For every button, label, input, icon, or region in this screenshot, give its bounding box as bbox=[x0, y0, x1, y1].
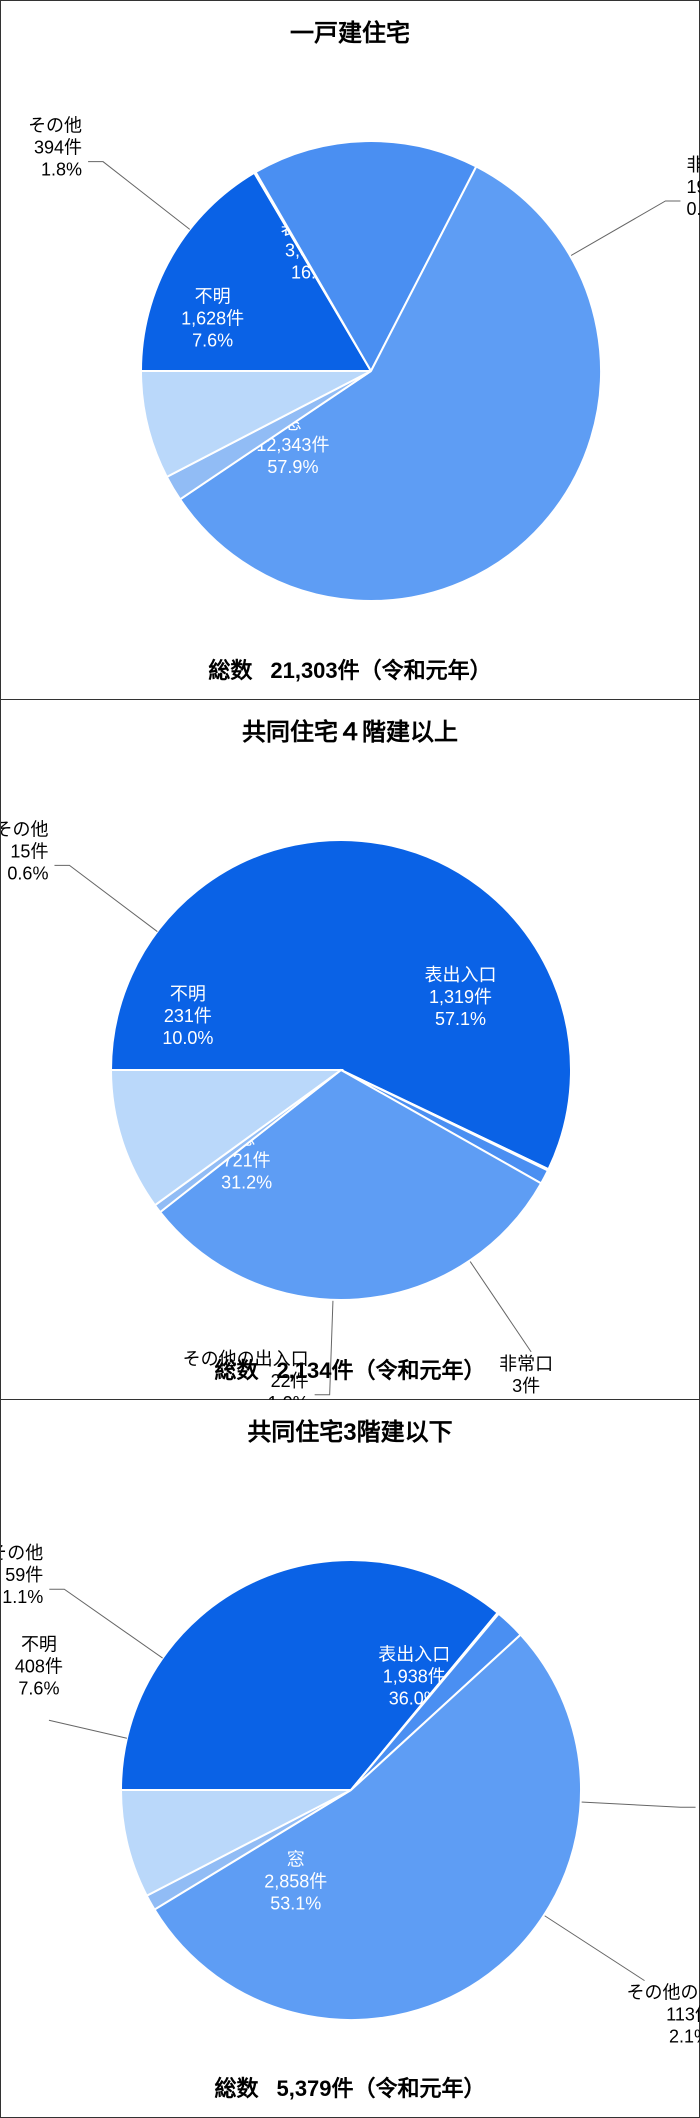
slice-outer-label: 非常口19件0.1% bbox=[686, 155, 700, 219]
chart-panel: 共同住宅3階建以下表出入口1,938件36.0%非常口3件0.1%その他の出入口… bbox=[0, 1400, 700, 2118]
chart-total: 総数2,134件（令和元年） bbox=[1, 1353, 699, 1385]
leader-line bbox=[570, 201, 680, 256]
leader-line bbox=[88, 162, 190, 230]
slice-outer-label: その他59件1.1% bbox=[1, 1543, 43, 1607]
chart-panel: 共同住宅４階建以上表出入口1,319件57.1%非常口3件0.1%その他の出入口… bbox=[0, 700, 700, 1400]
slice-label: 表出入口1,319件57.1% bbox=[425, 965, 497, 1029]
chart-panel: 一戸建住宅表出入口3,524件16.5%非常口19件0.1%その他の出入口3,3… bbox=[0, 0, 700, 700]
slice-outer-label: その他の出入口113件2.1% bbox=[627, 1983, 700, 2047]
pie-chart: 表出入口1,319件57.1%非常口3件0.1%その他の出入口22件1.0%窓7… bbox=[1, 700, 700, 1400]
slice-outer-label: その他394件1.8% bbox=[28, 116, 82, 180]
leader-line bbox=[54, 865, 157, 931]
leader-line bbox=[470, 1261, 532, 1352]
leader-line bbox=[49, 1589, 162, 1658]
chart-title: 共同住宅４階建以上 bbox=[1, 712, 699, 747]
chart-title: 一戸建住宅 bbox=[1, 13, 699, 48]
leader-line bbox=[544, 1915, 645, 1980]
chart-total: 総数5,379件（令和元年） bbox=[1, 2071, 699, 2103]
page: 一戸建住宅表出入口3,524件16.5%非常口19件0.1%その他の出入口3,3… bbox=[0, 0, 700, 2118]
slice-outer-label: その他15件0.6% bbox=[1, 819, 48, 883]
leader-line bbox=[49, 1720, 127, 1738]
slice-outer-label: 不明408件7.6% bbox=[15, 1634, 63, 1698]
chart-title: 共同住宅3階建以下 bbox=[1, 1412, 699, 1447]
pie-chart: 表出入口1,938件36.0%非常口3件0.1%その他の出入口113件2.1%窓… bbox=[1, 1400, 700, 2118]
pie-chart: 表出入口3,524件16.5%非常口19件0.1%その他の出入口3,395件15… bbox=[1, 1, 700, 701]
leader-line bbox=[581, 1802, 696, 1807]
chart-total: 総数21,303件（令和元年） bbox=[1, 653, 699, 685]
slice-label: 不明231件10.0% bbox=[162, 984, 213, 1048]
